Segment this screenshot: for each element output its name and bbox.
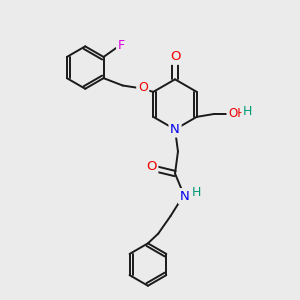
Text: H: H xyxy=(191,186,201,199)
Text: OH: OH xyxy=(228,107,246,120)
Text: F: F xyxy=(118,39,125,52)
Text: N: N xyxy=(170,123,180,136)
Text: H: H xyxy=(243,105,252,118)
Text: N: N xyxy=(180,190,189,203)
Text: O: O xyxy=(170,50,180,63)
Text: O: O xyxy=(138,81,148,94)
Text: O: O xyxy=(146,160,157,173)
